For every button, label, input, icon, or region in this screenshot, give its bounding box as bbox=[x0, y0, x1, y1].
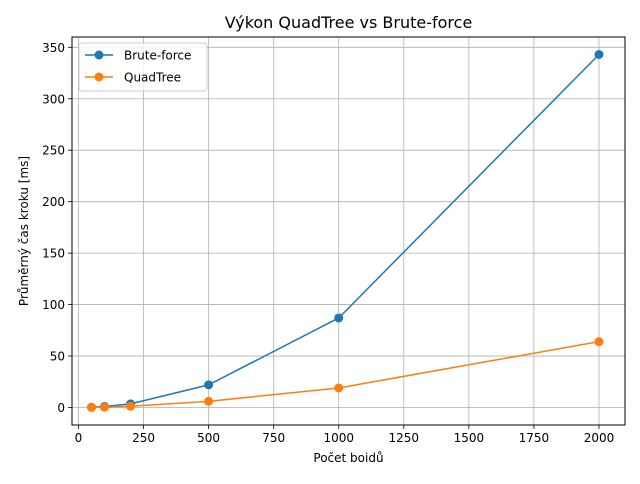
y-tick-label: 100 bbox=[42, 298, 65, 312]
legend-label-brute-force: Brute-force bbox=[124, 49, 191, 63]
x-tick-label: 250 bbox=[132, 431, 155, 445]
data-point-quadtree bbox=[334, 383, 344, 393]
x-tick-label: 0 bbox=[75, 431, 83, 445]
data-point-quadtree bbox=[126, 401, 136, 411]
grid bbox=[72, 37, 625, 425]
x-tick-label: 750 bbox=[262, 431, 285, 445]
y-tick-label: 350 bbox=[42, 41, 65, 55]
legend-label-quadtree: QuadTree bbox=[124, 71, 181, 85]
x-axis-label: Počet boidů bbox=[313, 451, 383, 465]
data-point-brute-force bbox=[204, 380, 214, 390]
plot-frame bbox=[71, 36, 626, 426]
x-tick-label: 1250 bbox=[389, 431, 420, 445]
legend-marker-brute-force bbox=[94, 50, 104, 60]
x-tick-label: 2000 bbox=[584, 431, 615, 445]
data-point-quadtree bbox=[594, 337, 604, 347]
y-tick-label: 200 bbox=[42, 195, 65, 209]
legend-marker-quadtree bbox=[94, 72, 104, 82]
y-tick-label: 50 bbox=[50, 350, 65, 364]
x-tick-label: 1500 bbox=[454, 431, 485, 445]
x-tick-label: 1750 bbox=[519, 431, 550, 445]
data-point-quadtree bbox=[87, 402, 97, 412]
y-tick-label: 150 bbox=[42, 247, 65, 261]
y-tick-label: 0 bbox=[57, 401, 65, 415]
chart-title: Výkon QuadTree vs Brute-force bbox=[225, 13, 473, 32]
data-point-quadtree bbox=[100, 402, 110, 412]
y-tick-label: 300 bbox=[42, 92, 65, 106]
y-axis-label: Průměrný čas kroku [ms] bbox=[17, 156, 31, 306]
x-tick-label: 500 bbox=[197, 431, 220, 445]
x-tick-label: 1000 bbox=[323, 431, 354, 445]
series-layer bbox=[87, 49, 604, 412]
ticks: 0 250 500 750 1000 1250 1500 1750 2000 0 50 100 150 2… bbox=[42, 41, 614, 445]
data-point-brute-force bbox=[594, 49, 604, 59]
legend: Brute-force QuadTree bbox=[78, 42, 208, 92]
data-point-quadtree bbox=[204, 396, 214, 406]
data-point-brute-force bbox=[334, 313, 344, 323]
y-tick-label: 250 bbox=[42, 144, 65, 158]
